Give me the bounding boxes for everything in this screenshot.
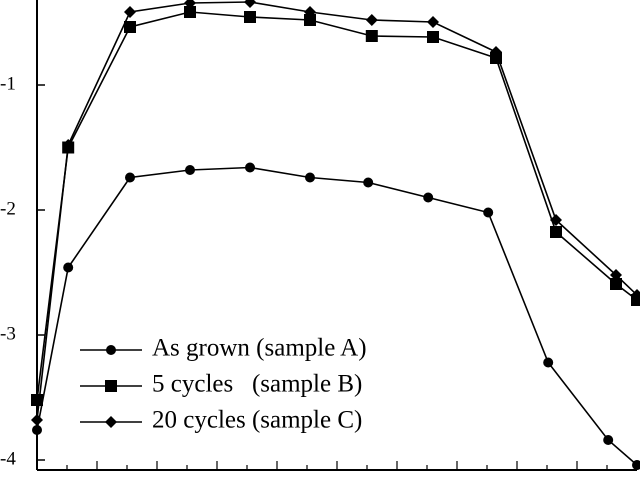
series-line <box>36 166 638 466</box>
marker <box>427 31 439 43</box>
legend-label: 20 cycles (sample C) <box>152 407 362 434</box>
marker <box>365 14 378 26</box>
marker <box>427 16 439 28</box>
legend-marker <box>105 380 117 392</box>
marker <box>185 165 195 175</box>
marker <box>124 21 136 33</box>
marker <box>63 262 74 273</box>
marker <box>543 357 554 368</box>
y-tick-label: -3 <box>0 323 16 344</box>
series-line <box>36 11 638 401</box>
marker <box>304 6 316 18</box>
legend-label: As grown (sample A) <box>152 335 367 362</box>
marker <box>365 30 378 42</box>
marker <box>631 289 640 301</box>
marker <box>244 11 256 23</box>
y-tick-label: -4 <box>0 448 16 469</box>
marker <box>31 394 43 406</box>
marker <box>483 207 494 218</box>
marker <box>244 0 256 8</box>
marker <box>32 425 42 435</box>
legend-marker <box>106 345 116 355</box>
marker <box>245 162 255 173</box>
marker <box>124 6 136 18</box>
marker <box>603 435 614 445</box>
y-tick-label: -2 <box>0 198 16 219</box>
marker <box>490 46 502 58</box>
legend-marker <box>105 416 117 428</box>
marker <box>125 172 135 183</box>
marker <box>423 192 434 203</box>
marker <box>631 294 640 306</box>
marker <box>610 278 622 290</box>
series-line <box>36 1 638 421</box>
marker <box>304 14 316 26</box>
marker <box>184 0 196 9</box>
marker <box>184 6 196 18</box>
marker <box>550 214 562 226</box>
marker <box>550 226 562 238</box>
marker <box>610 269 622 281</box>
marker <box>62 139 75 151</box>
legend-label: 5 cycles (sample B) <box>152 371 362 398</box>
marker <box>363 177 374 188</box>
marker <box>31 414 43 426</box>
y-tick-label: -1 <box>0 73 16 94</box>
marker <box>305 172 315 183</box>
marker <box>632 460 640 470</box>
